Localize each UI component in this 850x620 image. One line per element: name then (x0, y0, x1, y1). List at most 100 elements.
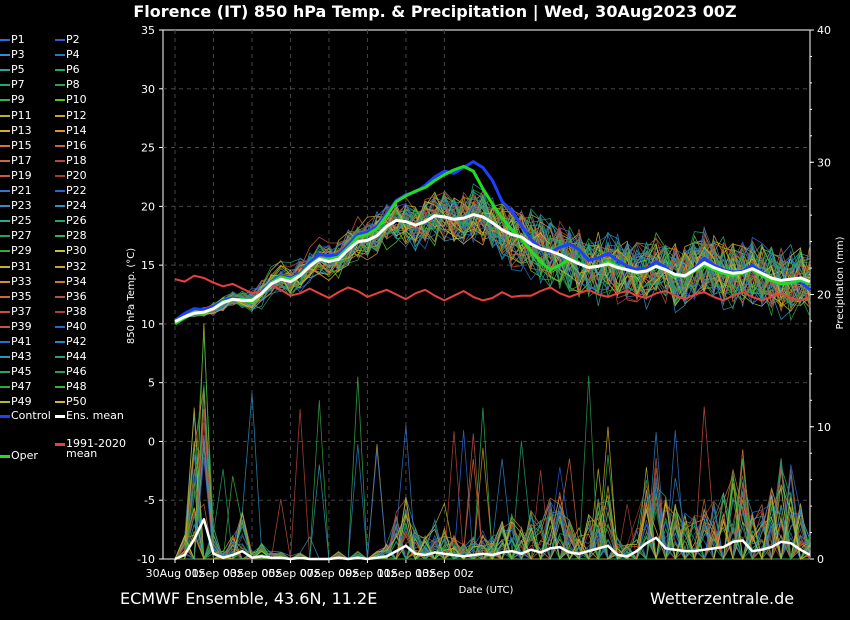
legend-label: P27 (11, 229, 32, 243)
legend-swatch (0, 205, 10, 208)
legend-item-p33: P33 (0, 275, 32, 288)
y-tick-label: -5 (144, 494, 155, 507)
legend-item-p43: P43 (0, 350, 32, 363)
legend-label: P23 (11, 199, 32, 213)
legend-item-p26: P26 (55, 214, 87, 227)
y-tick-label: 0 (148, 435, 155, 448)
legend-swatch (55, 129, 65, 132)
footer-site: Wetterzentrale.de (650, 589, 795, 608)
member-temp-line-p40 (174, 201, 811, 322)
x-tick-label: 13Sep 00z (415, 567, 473, 580)
legend-item-p36: P36 (55, 290, 87, 303)
legend-label: P43 (11, 350, 32, 364)
legend-item-p37: P37 (0, 305, 32, 318)
legend-swatch (0, 190, 10, 192)
legend-item-p27: P27 (0, 229, 32, 242)
legend-swatch (0, 356, 10, 359)
legend-label: P22 (66, 184, 87, 197)
legend-swatch (55, 205, 65, 208)
legend-label: P3 (11, 48, 25, 62)
legend-swatch (55, 265, 65, 268)
legend-item-p19: P19 (0, 169, 32, 182)
legend-label: P47 (11, 380, 32, 394)
legend-label: P48 (66, 380, 87, 394)
legend-swatch (55, 371, 65, 374)
y-axis-label: 850 hPa Temp. (°C) (126, 248, 137, 344)
x-tick-label: 03Sep 00z (223, 567, 281, 580)
legend-swatch (55, 190, 65, 192)
legend-item-p7: P7 (0, 78, 25, 91)
legend-label: P29 (11, 244, 32, 258)
legend-label: P14 (66, 123, 87, 137)
legend-item-p34: P34 (55, 275, 87, 288)
legend-swatch (55, 235, 65, 238)
legend-item-p21: P21 (0, 184, 32, 197)
legend-label: P26 (66, 214, 87, 228)
y2-axis-label: Precipitation (mm) (835, 236, 846, 329)
legend-swatch (55, 414, 65, 418)
y-tick-label: 30 (141, 83, 155, 96)
ens-mean-line (174, 213, 811, 323)
chart-title: Florence (IT) 850 hPa Temp. & Precipitat… (133, 2, 736, 22)
ensemble-precip (174, 323, 811, 561)
legend-item-p29: P29 (0, 244, 32, 257)
y2-tick-label: 20 (817, 289, 831, 302)
legend-swatch (0, 174, 10, 177)
legend-swatch (55, 174, 65, 177)
legend-swatch (0, 114, 10, 117)
legend-item-p24: P24 (55, 199, 87, 212)
legend-swatch (0, 280, 10, 283)
legend-item-p17: P17 (0, 154, 32, 167)
legend-label: P6 (66, 63, 80, 77)
legend-label: Oper (11, 449, 38, 462)
legend-label: P16 (66, 138, 87, 152)
legend-item-p6: P6 (55, 63, 80, 76)
legend-swatch (0, 325, 10, 328)
legend-swatch (0, 99, 10, 102)
legend-item-p10: P10 (55, 93, 87, 106)
legend-swatch (55, 325, 65, 328)
legend-label: P7 (11, 78, 25, 92)
legend-label: P49 (11, 395, 32, 409)
climate-mean-line (174, 274, 811, 302)
legend-item-p4: P4 (55, 48, 80, 61)
legend-item-p9: P9 (0, 93, 25, 106)
legend-item-p15: P15 (0, 139, 32, 152)
legend-label: P39 (11, 319, 32, 333)
legend-swatch (55, 280, 65, 283)
legend-swatch (0, 235, 10, 238)
legend-swatch (55, 39, 65, 41)
legend-swatch (0, 401, 10, 404)
legend-item-p5: P5 (0, 63, 25, 76)
legend-item-ens-mean: Ens. mean (55, 409, 124, 422)
member-temp-line-p7 (174, 198, 811, 321)
legend-item-p47: P47 (0, 380, 32, 393)
legend-label: P37 (11, 304, 32, 318)
legend-label: P42 (66, 335, 87, 348)
y2-tick-label: 30 (817, 156, 831, 169)
legend-swatch (55, 84, 65, 87)
legend-label: P34 (66, 274, 87, 288)
legend-swatch (55, 250, 65, 253)
legend-swatch (0, 454, 10, 458)
legend-swatch (55, 220, 65, 223)
legend-swatch (0, 220, 10, 223)
legend-label: P24 (66, 199, 87, 213)
legend-item-p32: P32 (55, 260, 87, 273)
y-tick-label: -10 (137, 553, 155, 566)
legend-item-p45: P45 (0, 365, 32, 378)
legend-label: P32 (66, 259, 87, 273)
y2-tick-label: 10 (817, 421, 831, 434)
x-tick-label: 05Sep 00z (261, 567, 319, 580)
y-tick-label: 25 (141, 142, 155, 155)
legend-item-p48: P48 (55, 380, 87, 393)
legend-item-p20: P20 (55, 169, 87, 182)
x-axis-label: Date (UTC) (459, 585, 514, 596)
legend-label: P15 (11, 138, 32, 152)
x-tick-label: 30Aug 00z (146, 567, 205, 580)
y-tick-label: 20 (141, 200, 155, 213)
legend-item-p46: P46 (55, 365, 87, 378)
legend-label: P25 (11, 214, 32, 228)
legend-label: P5 (11, 63, 25, 77)
